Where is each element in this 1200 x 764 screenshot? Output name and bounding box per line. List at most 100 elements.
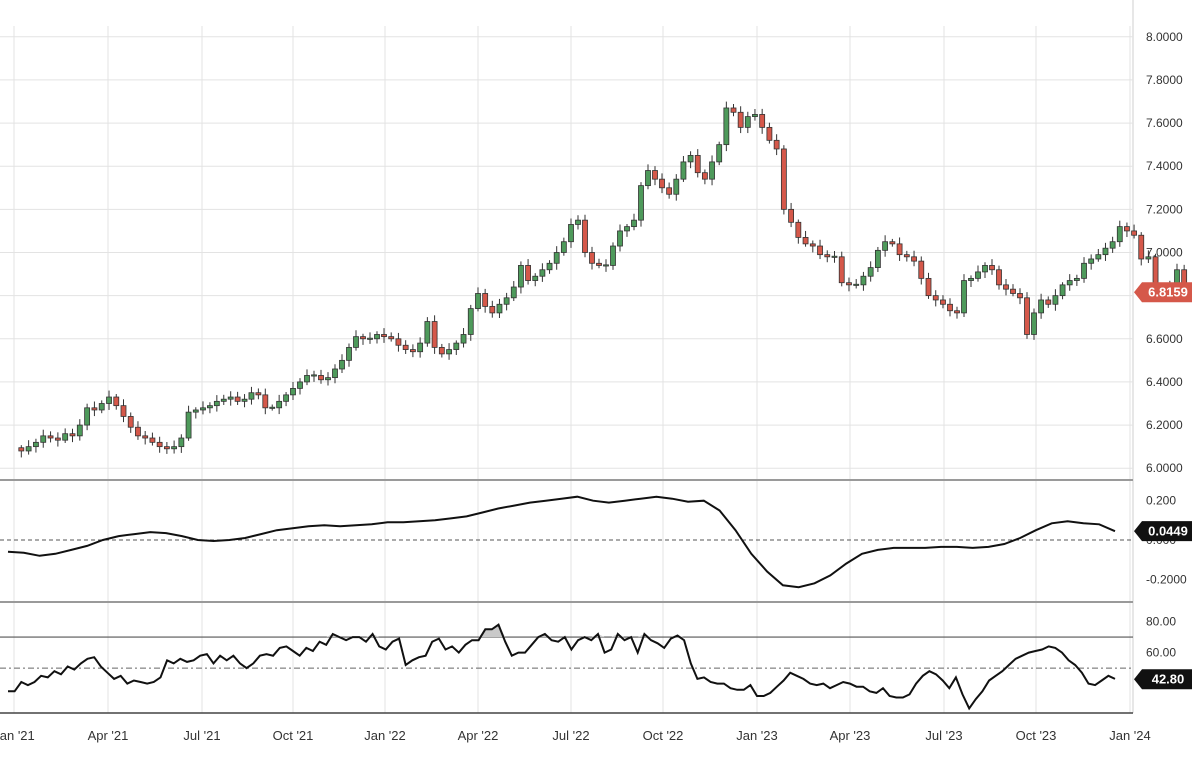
candle bbox=[33, 438, 39, 453]
candle bbox=[553, 246, 560, 270]
y-tick-label: 0.200 bbox=[1146, 494, 1176, 508]
candle bbox=[496, 298, 503, 319]
y-axis-labels: 6.00006.20006.40006.60006.80007.00007.20… bbox=[1146, 30, 1187, 660]
candle bbox=[283, 392, 289, 407]
candle bbox=[1138, 232, 1145, 266]
x-tick-label: Oct '21 bbox=[273, 728, 314, 743]
candle bbox=[1088, 254, 1095, 270]
candle bbox=[694, 149, 701, 178]
candle bbox=[846, 277, 852, 292]
candle bbox=[560, 237, 567, 256]
candle bbox=[940, 295, 946, 309]
x-tick-label: Jul '22 bbox=[552, 728, 589, 743]
candle bbox=[918, 256, 925, 285]
x-tick-label: Jan '23 bbox=[736, 728, 778, 743]
x-tick-label: Jan '24 bbox=[1109, 728, 1151, 743]
candle bbox=[925, 272, 932, 299]
x-tick-label: Oct '23 bbox=[1016, 728, 1057, 743]
candle bbox=[546, 260, 553, 274]
candle bbox=[207, 402, 213, 414]
y-tick-label: 60.00 bbox=[1146, 646, 1176, 660]
candle bbox=[759, 108, 766, 134]
candle bbox=[996, 265, 1002, 290]
candle bbox=[802, 230, 809, 247]
y-tick-label: 7.4000 bbox=[1146, 159, 1183, 173]
candle bbox=[482, 288, 489, 313]
candle bbox=[1003, 278, 1009, 296]
candle bbox=[346, 343, 352, 367]
candle bbox=[687, 151, 694, 169]
candle bbox=[1073, 274, 1080, 286]
y-tick-label: 6.4000 bbox=[1146, 375, 1183, 389]
y-tick-label: 6.6000 bbox=[1146, 332, 1183, 346]
candle bbox=[374, 331, 380, 344]
candle bbox=[716, 141, 723, 166]
candle bbox=[1045, 296, 1052, 308]
candle bbox=[766, 122, 773, 144]
candle bbox=[460, 328, 467, 348]
candle bbox=[882, 235, 889, 257]
candle bbox=[709, 155, 715, 186]
candle bbox=[638, 182, 644, 227]
candle bbox=[1024, 292, 1030, 339]
candle bbox=[276, 394, 283, 415]
candle bbox=[903, 250, 910, 262]
candle bbox=[666, 182, 673, 199]
candle bbox=[142, 430, 149, 445]
rsi-last-value-badge: 42.80 bbox=[1134, 669, 1192, 690]
candle bbox=[262, 388, 269, 415]
candle bbox=[568, 218, 574, 248]
candle bbox=[69, 428, 76, 443]
candle bbox=[47, 431, 54, 443]
candle bbox=[171, 440, 178, 454]
candle bbox=[149, 432, 156, 446]
candle bbox=[1081, 257, 1087, 283]
candle bbox=[446, 343, 452, 360]
oscillator-line bbox=[7, 495, 1116, 589]
svg-text:6.8159: 6.8159 bbox=[1148, 285, 1188, 300]
candle bbox=[503, 292, 510, 311]
candle bbox=[617, 224, 623, 252]
candle bbox=[163, 441, 170, 454]
candle bbox=[332, 364, 338, 384]
candle bbox=[192, 407, 199, 419]
candle bbox=[659, 173, 665, 194]
panel-dividers bbox=[0, 479, 1133, 714]
candle bbox=[25, 440, 32, 455]
candle bbox=[98, 400, 105, 414]
candle bbox=[510, 281, 517, 302]
y-tick-label: 7.8000 bbox=[1146, 73, 1183, 87]
candle bbox=[982, 262, 988, 279]
candle bbox=[838, 251, 845, 287]
candle bbox=[1116, 220, 1123, 247]
candle bbox=[645, 164, 651, 190]
candle bbox=[680, 156, 687, 182]
candle bbox=[304, 369, 310, 386]
candle bbox=[582, 214, 588, 258]
candlestick-series bbox=[18, 101, 1188, 458]
x-tick-label: Jan '21 bbox=[0, 728, 35, 743]
candle bbox=[489, 300, 496, 318]
y-tick-label: 80.00 bbox=[1146, 615, 1176, 629]
candle bbox=[975, 265, 981, 282]
candle bbox=[589, 246, 595, 270]
candle bbox=[353, 330, 359, 351]
candle bbox=[596, 258, 602, 269]
rsi-line bbox=[8, 623, 1116, 711]
candle bbox=[874, 246, 881, 273]
candle bbox=[831, 251, 838, 263]
candle bbox=[610, 242, 616, 270]
svg-text:0.0449: 0.0449 bbox=[1148, 524, 1188, 539]
candle bbox=[1066, 274, 1073, 291]
candle bbox=[360, 333, 366, 345]
candle bbox=[673, 174, 680, 201]
candle bbox=[954, 306, 960, 319]
oscillator-last-value-badge: 0.0449 bbox=[1134, 521, 1192, 542]
candle bbox=[269, 404, 276, 411]
y-tick-label: 6.0000 bbox=[1146, 461, 1183, 475]
candle bbox=[40, 429, 47, 448]
candle bbox=[290, 382, 296, 400]
candle bbox=[234, 391, 241, 405]
